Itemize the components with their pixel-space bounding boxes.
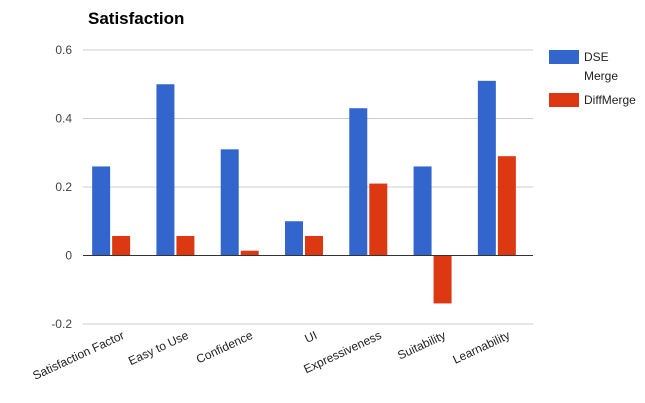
legend-label-dse-merge: DSE Merge: [584, 50, 618, 83]
y-tick-label: 0.2: [55, 180, 72, 194]
bar-dse-merge-3: [285, 221, 303, 255]
chart-title: Satisfaction: [88, 9, 184, 28]
bar-diffmerge-0: [112, 236, 130, 256]
y-tick-label: 0.4: [55, 112, 72, 126]
legend: DSE Merge DiffMerge: [549, 50, 636, 107]
bar-diffmerge-3: [305, 236, 323, 256]
x-category-label: Easy to Use: [126, 328, 191, 368]
bar-dse-merge-4: [349, 108, 367, 255]
x-category-label: Learnability: [451, 328, 513, 367]
legend-line: Merge: [584, 69, 618, 83]
x-category-label: Satisfaction Factor: [30, 328, 126, 383]
y-tick-label: -0.2: [51, 317, 72, 331]
y-tick-label: 0: [65, 249, 72, 263]
bar-dse-merge-2: [221, 149, 239, 255]
bars: [92, 81, 516, 304]
gridlines: [83, 50, 533, 324]
legend-line: DSE: [584, 50, 609, 64]
x-category-label: Suitability: [395, 328, 447, 362]
bar-diffmerge-5: [434, 256, 452, 304]
x-category-label: UI: [302, 328, 319, 346]
bar-diffmerge-4: [369, 184, 387, 256]
legend-line: DiffMerge: [584, 93, 636, 107]
x-category-label: Confidence: [194, 328, 255, 366]
y-axis-ticks: -0.2 0 0.2 0.4 0.6: [51, 43, 72, 331]
bar-dse-merge-1: [156, 84, 174, 255]
bar-diffmerge-1: [176, 236, 194, 256]
bar-dse-merge-0: [92, 166, 110, 255]
legend-label-diffmerge: DiffMerge: [584, 93, 636, 107]
y-tick-label: 0.6: [55, 43, 72, 57]
bar-dse-merge-5: [414, 166, 432, 255]
bar-dse-merge-6: [478, 81, 496, 256]
bar-diffmerge-6: [498, 156, 516, 255]
x-axis-categories: Satisfaction Factor Easy to Use Confidence…: [30, 328, 512, 383]
legend-swatch-dse-merge: [549, 50, 579, 64]
bar-diffmerge-2: [241, 251, 259, 256]
legend-swatch-diffmerge: [549, 93, 579, 107]
